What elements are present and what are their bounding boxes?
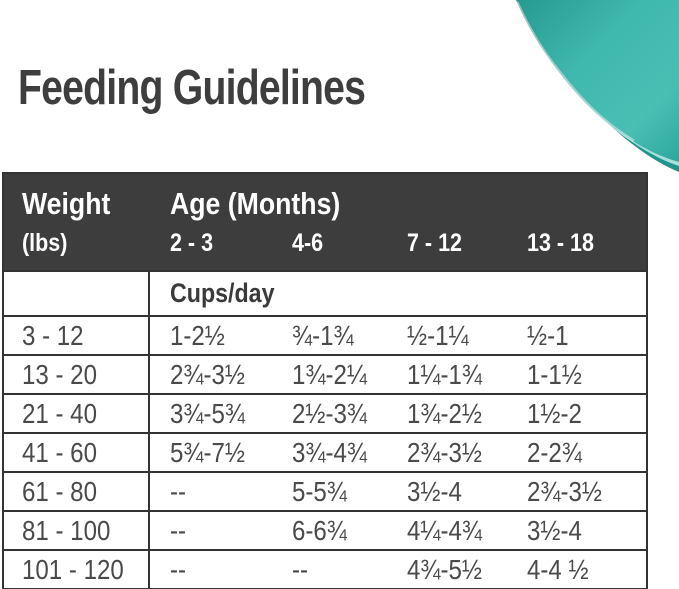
weight-range-value: 61 - 80 [22,476,97,507]
table-header: Weight Age (Months) (lbs) 2 - 3 4-6 7 - … [4,174,646,270]
cups-per-day-cell: 4¼-4¾ [387,512,507,554]
weight-range-value: 41 - 60 [22,437,97,468]
cups-per-day-cell: 3¾-4¾ [272,434,387,476]
header-age-col-3: 13 - 18 [527,228,594,257]
cups-per-day-cell: 1¾-2½ [387,395,507,437]
cups-per-day-value: ¾-1¾ [292,320,354,351]
feeding-guidelines-table: Weight Age (Months) (lbs) 2 - 3 4-6 7 - … [2,172,648,589]
cups-per-day-value: -- [170,554,187,585]
cups-per-day-cell: 4-4 ½ [507,551,646,589]
cups-per-day-value: 2¾-3½ [170,359,245,390]
cups-per-day-value: 5¾-7½ [170,437,245,468]
header-age-col-2: 7 - 12 [407,228,462,257]
cups-per-day-cell: 5¾-7½ [150,434,272,476]
weight-range-cell: 21 - 40 [4,395,150,437]
header-age-col-1: 4-6 [292,228,324,257]
cups-per-day-value: 4¼-4¾ [407,515,482,546]
weight-range-value: 21 - 40 [22,398,97,429]
header-weight-label: Weight [22,186,111,221]
weight-range-value: 101 - 120 [22,554,124,585]
weight-range-value: 3 - 12 [22,320,84,351]
cups-per-day-value: 3½-4 [407,476,462,507]
weight-range-value: 81 - 100 [22,515,111,546]
cups-per-day-value: 1¼-1¾ [407,359,482,390]
table-row: 41 - 60 5¾-7½ 3¾-4¾ 2¾-3½ 2-2¾ [4,432,646,476]
cups-per-day-cell: 1-1½ [507,356,646,398]
cups-per-day-value: 6-6¾ [292,515,347,546]
page-title: Feeding Guidelines [18,61,366,115]
table-row: 61 - 80 -- 5-5¾ 3½-4 2¾-3½ [4,471,646,515]
units-row-empty-cell [4,272,150,319]
cups-per-day-value: 5-5¾ [292,476,347,507]
cups-per-day-cell: 2-2¾ [507,434,646,476]
weight-range-cell: 41 - 60 [4,434,150,476]
cups-per-day-cell: ¾-1¾ [272,317,387,359]
cups-per-day-cell: 2¾-3½ [150,356,272,398]
cups-per-day-cell: -- [150,551,272,589]
table-row: 81 - 100 -- 6-6¾ 4¼-4¾ 3½-4 [4,510,646,554]
cups-per-day-value: 3¾-5¾ [170,398,245,429]
cups-per-day-cell: 1½-2 [507,395,646,437]
table-row: 21 - 40 3¾-5¾ 2½-3¾ 1¾-2½ 1½-2 [4,393,646,437]
cups-per-day-value: 1-2½ [170,320,225,351]
cups-per-day-value: 3¾-4¾ [292,437,367,468]
header-age-col-0: 2 - 3 [170,228,214,257]
units-label: Cups/day [170,278,275,308]
header-weight-unit: (lbs) [22,228,68,257]
cups-per-day-cell: 3½-4 [507,512,646,554]
weight-range-cell: 61 - 80 [4,473,150,515]
cups-per-day-cell: 1-2½ [150,317,272,359]
header-age-label: Age (Months) [170,186,341,221]
cups-per-day-cell: 1¾-2¼ [272,356,387,398]
weight-range-value: 13 - 20 [22,359,97,390]
table-row: 13 - 20 2¾-3½ 1¾-2¼ 1¼-1¾ 1-1½ [4,354,646,398]
cups-per-day-value: -- [292,554,309,585]
weight-range-cell: 101 - 120 [4,551,150,589]
cups-per-day-cell: ½-1 [507,317,646,359]
cups-per-day-value: 2¾-3½ [407,437,482,468]
cups-per-day-value: 3½-4 [527,515,582,546]
cups-per-day-value: 4¾-5½ [407,554,482,585]
cups-per-day-value: ½-1 [527,320,569,351]
cups-per-day-cell: -- [150,512,272,554]
cups-per-day-cell: 1¼-1¾ [387,356,507,398]
cups-per-day-value: -- [170,515,187,546]
cups-per-day-value: 1¾-2½ [407,398,482,429]
cups-per-day-value: 2¾-3½ [527,476,602,507]
weight-range-cell: 13 - 20 [4,356,150,398]
cups-per-day-cell: ½-1¼ [387,317,507,359]
cups-per-day-value: 4-4 ½ [527,554,589,585]
weight-range-cell: 81 - 100 [4,512,150,554]
cups-per-day-cell: 3½-4 [387,473,507,515]
cups-per-day-cell: 6-6¾ [272,512,387,554]
cups-per-day-cell: 3¾-5¾ [150,395,272,437]
units-row: Cups/day [4,270,646,319]
cups-per-day-value: 1¾-2¼ [292,359,367,390]
cups-per-day-value: 2-2¾ [527,437,582,468]
cups-per-day-value: 1½-2 [527,398,582,429]
cups-per-day-value: 2½-3¾ [292,398,367,429]
cups-per-day-cell: -- [272,551,387,589]
cups-per-day-cell: 4¾-5½ [387,551,507,589]
cups-per-day-cell: 2½-3¾ [272,395,387,437]
cups-per-day-cell: 2¾-3½ [507,473,646,515]
weight-range-cell: 3 - 12 [4,317,150,359]
cups-per-day-cell: 5-5¾ [272,473,387,515]
table-row: 101 - 120 -- -- 4¾-5½ 4-4 ½ [4,549,646,589]
cups-per-day-cell: 2¾-3½ [387,434,507,476]
table-row: 3 - 12 1-2½ ¾-1¾ ½-1¼ ½-1 [4,315,646,359]
cups-per-day-value: -- [170,476,187,507]
cups-per-day-value: ½-1¼ [407,320,469,351]
cups-per-day-value: 1-1½ [527,359,582,390]
cups-per-day-cell: -- [150,473,272,515]
